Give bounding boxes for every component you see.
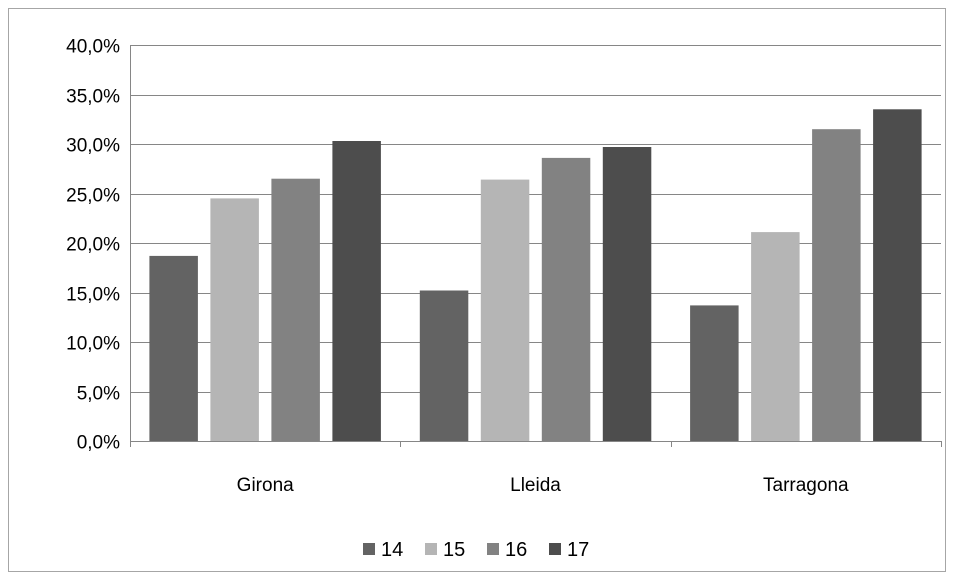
legend-label: 16 [505,539,527,561]
y-tick-label: 5,0% [77,384,120,405]
bar-girona-15 [210,198,259,441]
legend-label: 14 [381,539,403,561]
x-category-label: Lleida [510,475,561,496]
bars [149,109,922,442]
bar-tarragona-15 [751,232,800,441]
y-axis-tick-labels: 0,0% 5,0% 10,0% 15,0% 20,0% 25,0% 30,0% 35,0% 40… [66,37,120,454]
y-tick-label: 30,0% [66,136,120,157]
y-tick-label: 25,0% [66,186,120,207]
legend-swatch-16 [487,543,499,555]
y-tick-label: 35,0% [66,87,120,108]
legend-swatch-15 [425,543,437,555]
y-tick-label: 10,0% [66,334,120,355]
bar-lleida-16 [541,157,591,441]
bar-tarragona-14 [690,305,739,441]
y-tick-label: 40,0% [66,37,120,58]
legend-label: 17 [567,539,589,561]
bar-lleida-17 [602,147,652,441]
gridlines [130,45,942,447]
y-tick-label: 15,0% [66,285,120,306]
bar-tarragona-17 [873,109,922,442]
legend-label: 15 [443,539,465,561]
bar-girona-16 [271,178,320,441]
y-tick-label: 20,0% [66,235,120,256]
bar-tarragona-16 [812,129,861,441]
bar-girona-17 [332,141,381,441]
y-tick-label: 0,0% [77,433,120,454]
x-category-label: Tarragona [763,475,849,496]
legend-swatch-14 [363,543,375,555]
legend-swatch-17 [549,543,561,555]
legend: 14 15 16 17 [363,539,589,561]
bar-lleida-14 [419,290,469,441]
x-category-label: Girona [237,475,294,496]
x-axis-category-labels: Girona Lleida Tarragona [237,475,849,496]
bar-lleida-15 [480,179,530,441]
bar-girona-14 [149,255,198,441]
